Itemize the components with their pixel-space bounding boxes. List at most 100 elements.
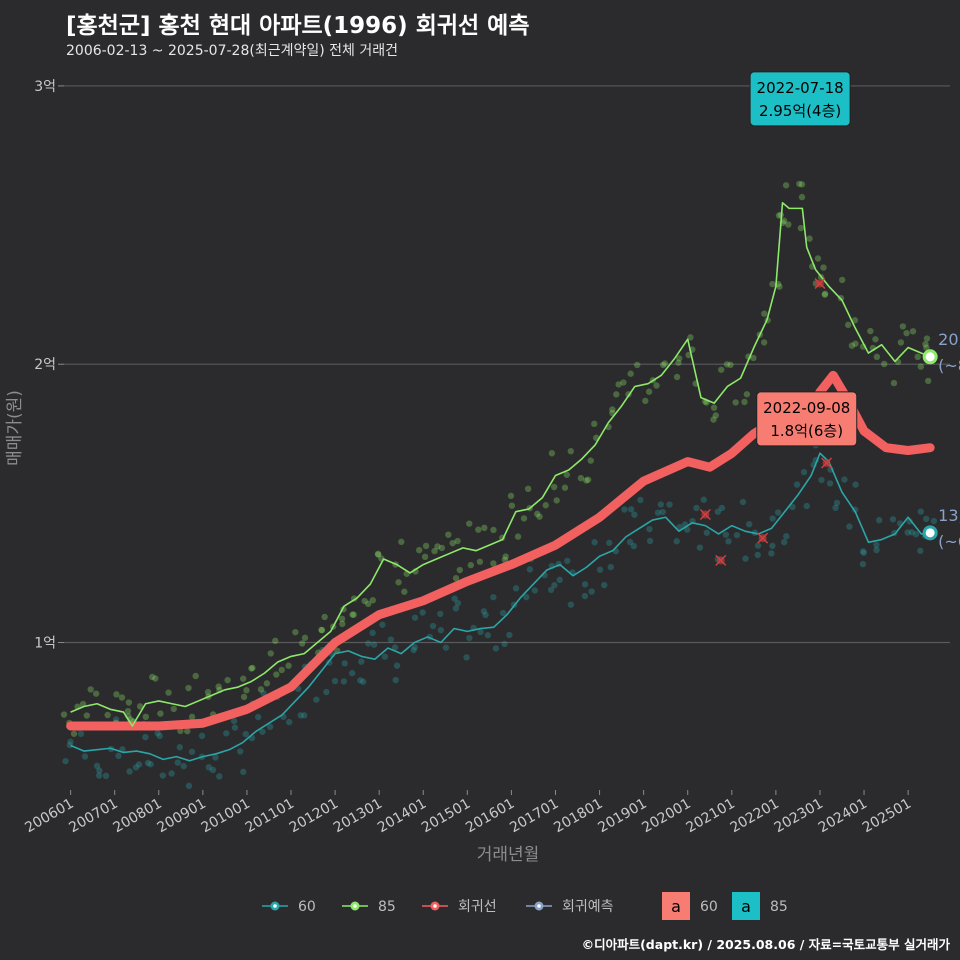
scatter-point-60-48-0 <box>703 529 711 536</box>
scatter-point-60-37-1 <box>556 576 563 584</box>
x-tick-label-1: 200701 <box>66 796 120 837</box>
scatter-point-85-33-1 <box>501 556 509 564</box>
scatter-point-60-8-1 <box>176 744 184 751</box>
scatter-point-85-14-1 <box>248 665 255 672</box>
scatter-point-85-14-0 <box>243 687 250 694</box>
scatter-point-60-27-0 <box>419 609 426 616</box>
scatter-point-85-6-0 <box>136 703 144 710</box>
scatter-point-60-9-0 <box>185 782 193 790</box>
x-tick-label-13: 201901 <box>595 796 649 837</box>
x-tick-label-19: 202501 <box>860 796 914 837</box>
scatter-point-60-26-2 <box>411 644 419 651</box>
scatter-point-60-17-1 <box>285 718 293 726</box>
scatter-point-85-49-2 <box>710 404 718 411</box>
scatter-point-60-36-0 <box>547 586 555 594</box>
scatter-point-85-12-1 <box>215 683 222 690</box>
scatter-point-85-21-1 <box>339 620 346 628</box>
scatter-point-85-51-2 <box>741 398 748 406</box>
scatter-point-85-39-2 <box>577 474 585 482</box>
scatter-point-85-13-1 <box>239 675 247 682</box>
scatter-point-60-45-2 <box>657 501 665 508</box>
scatter-point-85-16-1 <box>273 671 280 678</box>
scatter-point-85-49-1 <box>710 416 717 423</box>
series-lines <box>66 201 938 762</box>
scatter-point-85-45-0 <box>653 382 660 389</box>
scatter-point-85-65-1 <box>897 339 905 346</box>
scatter-point-85-31-0 <box>476 558 484 565</box>
scatter-point-60-53-2 <box>768 550 775 557</box>
legend-item-3: 회귀예측 <box>526 899 614 915</box>
scatter-point-85-53-0 <box>761 310 768 317</box>
scatter-point-85-4-0 <box>125 699 133 706</box>
scatter-point-60-4-1 <box>126 768 133 775</box>
scatter-point-60-23-0 <box>365 640 372 647</box>
scatter-point-85-65-2 <box>890 379 898 387</box>
x-tick-label-17: 202301 <box>772 796 826 837</box>
scatter-point-60-54-1 <box>780 538 788 546</box>
scatter-point-85-16-0 <box>278 666 285 674</box>
end-labels: 20,267 (~85㎡) 13,940 (~60㎡) <box>938 330 960 551</box>
scatter-point-60-15-1 <box>266 723 274 731</box>
scatter-point-60-4-0 <box>115 752 122 760</box>
scatter-point-85-59-0 <box>814 255 822 262</box>
scatter-point-60-47-1 <box>693 504 700 512</box>
scatter-point-85-64-1 <box>873 353 881 361</box>
scatter-point-60-34-0 <box>523 593 530 601</box>
scatter-point-60-5-0 <box>135 761 143 768</box>
scatter-point-85-22-0 <box>350 611 357 618</box>
scatter-point-85-50-1 <box>727 361 734 369</box>
scatter-point-60-29-1 <box>451 595 458 602</box>
scatter-point-60-19-0 <box>313 696 320 703</box>
scatter-point-85-30-1 <box>466 520 473 527</box>
scatter-point-85-23-1 <box>369 597 377 604</box>
scatter-point-85-27-1 <box>416 546 423 554</box>
scatter-point-85-9-0 <box>177 727 184 735</box>
regression-line <box>66 370 935 731</box>
scatter-point-60-38-1 <box>564 557 571 565</box>
scatter-point-85-35-0 <box>520 515 528 522</box>
legend-box-text-5: a <box>741 897 751 916</box>
scatter-point-85-57-0 <box>798 193 806 201</box>
scatter-point-60-33-2 <box>501 640 508 648</box>
scatter-point-85-46-1 <box>676 355 683 362</box>
scatter-point-60-35-0 <box>526 566 534 573</box>
scatter-point-85-56-1 <box>782 182 790 189</box>
scatter-point-85-57-1 <box>796 180 803 188</box>
scatter-point-60-23-2 <box>369 629 376 637</box>
scatter-point-85-57-2 <box>798 181 806 188</box>
scatter-point-85-28-1 <box>434 543 441 550</box>
scatter-point-60-7-2 <box>159 772 166 779</box>
scatter-point-60-21-1 <box>348 669 356 677</box>
legend-item-5: a 85 <box>732 892 788 920</box>
series-end-point-85 <box>922 349 938 365</box>
series-line-85 <box>70 201 931 727</box>
scatter-point-85-42-1 <box>615 381 622 388</box>
scatter-point-85-18-2 <box>301 634 309 642</box>
scatter-point-60-28-0 <box>437 610 444 618</box>
scatter-point-85-10-0 <box>188 713 196 721</box>
annotation-text-1: 1.8억(6층) <box>770 422 843 440</box>
scatter-point-60-45-0 <box>666 501 673 508</box>
scatter-point-85-15-1 <box>257 686 265 693</box>
scatter-point-60-60-0 <box>846 523 853 530</box>
scatter-point-60-0-1 <box>62 757 69 765</box>
scatter-point-60-33-1 <box>499 609 507 617</box>
annotation-date-1: 2022-09-08 <box>763 399 850 417</box>
scatter-point-85-50-0 <box>723 361 731 368</box>
scatter-point-60-25-1 <box>393 662 401 669</box>
scatter-point-85-30-0 <box>454 537 461 545</box>
scatter-point-60-52-1 <box>754 542 762 549</box>
scatter-point-60-41-0 <box>607 563 614 571</box>
scatter-point-60-61-2 <box>860 549 867 556</box>
scatter-point-85-11-0 <box>204 688 212 696</box>
scatter-point-85-6-2 <box>142 713 150 721</box>
scatter-point-85-52-0 <box>750 354 757 362</box>
scatter-point-85-28-0 <box>431 547 438 555</box>
scatter-point-60-50-1 <box>725 538 732 545</box>
scatter-point-60-38-0 <box>567 601 575 608</box>
scatter-point-85-36-2 <box>534 510 541 518</box>
y-tick-label-1: 2억 <box>34 357 56 373</box>
scatter-point-60-53-0 <box>769 542 776 550</box>
scatter-point-85-55-2 <box>780 217 788 224</box>
regression-marks <box>699 277 833 566</box>
